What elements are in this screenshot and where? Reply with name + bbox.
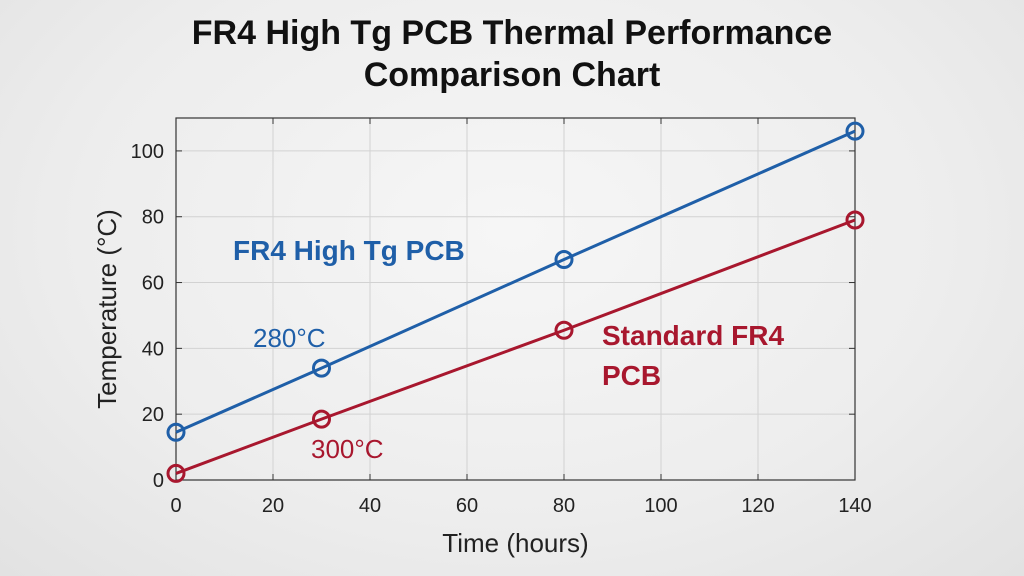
x-tick-label: 100 <box>644 495 677 517</box>
series-layer <box>166 121 865 483</box>
x-tick-label: 140 <box>838 495 871 517</box>
x-tick-label: 20 <box>262 495 284 517</box>
label-layer: FR4 High Tg PCB 280°C Standard FR4 PCB 300°C <box>233 235 784 464</box>
y-axis-title: Temperature (°C) <box>92 209 122 409</box>
y-tick-label: 100 <box>131 141 164 163</box>
grid <box>175 118 856 481</box>
chart-title: FR4 High Tg PCB Thermal Performance Comp… <box>0 12 1024 96</box>
series-line-0 <box>175 129 856 434</box>
x-tick-label: 80 <box>553 495 575 517</box>
series-label-standard-line-1: Standard FR4 <box>602 320 784 351</box>
data-point-series-0 <box>845 121 865 141</box>
chart-title-line-1: FR4 High Tg PCB Thermal Performance <box>191 14 833 52</box>
series-line-1 <box>175 218 856 475</box>
chart-title-line-2: Comparison Chart <box>363 56 661 94</box>
x-axis-title: Time (hours) <box>442 528 588 558</box>
y-tick-label: 20 <box>142 404 164 426</box>
axis-ticks: 0 20 40 60 80 100 120 140 0 20 40 60 80 100 <box>131 118 872 517</box>
y-tick-label: 0 <box>153 470 164 492</box>
annotation-300c: 300°C <box>311 434 384 464</box>
data-point-series-1 <box>166 463 186 483</box>
annotation-280c: 280°C <box>253 323 326 353</box>
x-tick-label: 40 <box>359 495 381 517</box>
x-tick-label: 60 <box>456 495 478 517</box>
x-tick-label: 0 <box>170 495 181 517</box>
data-point-series-0 <box>166 422 186 442</box>
x-tick-label: 120 <box>741 495 774 517</box>
series-label-high-tg: FR4 High Tg PCB <box>233 235 465 266</box>
data-point-series-1 <box>554 320 574 340</box>
data-point-series-1 <box>312 409 331 429</box>
data-point-series-0 <box>312 358 331 378</box>
plot-frame <box>175 117 856 481</box>
y-tick-label: 60 <box>142 273 164 295</box>
data-point-series-1 <box>845 210 865 230</box>
data-point-series-0 <box>554 250 574 270</box>
series-label-standard-line-2: PCB <box>602 360 661 391</box>
y-tick-label: 40 <box>142 338 164 360</box>
y-tick-label: 80 <box>142 207 164 229</box>
